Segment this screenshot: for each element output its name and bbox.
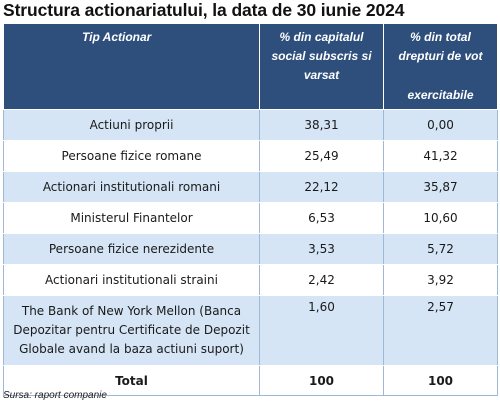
cell-capital: 22,12: [259, 171, 384, 203]
table-row: Persoane fizice nerezidente 3,53 5,72: [3, 233, 498, 265]
shareholder-structure-table: Tip Actionar % din capitalul social subs…: [3, 23, 498, 396]
header-capital-line1: % din capitalul: [279, 30, 364, 44]
cell-tip: The Bank of New York Mellon (Banca Depoz…: [3, 295, 260, 366]
cell-capital: 6,53: [259, 202, 384, 234]
cell-tip: Actiuni proprii: [3, 109, 260, 141]
cell-tip: Persoane fizice nerezidente: [3, 233, 260, 265]
table-row: Ministerul Finantelor 6,53 10,60: [3, 202, 498, 234]
header-vot-line3: exercitabile: [407, 88, 474, 102]
header-vot-line1: % din total: [410, 30, 471, 44]
cell-total-label: Total: [3, 365, 260, 396]
cell-vot: 10,60: [383, 202, 498, 234]
header-vot-line2: drepturi de vot: [398, 49, 483, 63]
cell-vot: 35,87: [383, 171, 498, 203]
header-drepturi-vot: % din total drepturi de vot exercitabile: [383, 23, 498, 110]
source-note: Sursa: raport companie: [3, 390, 107, 401]
cell-total-capital: 100: [259, 365, 384, 396]
table-row: Actiuni proprii 38,31 0,00: [3, 109, 498, 141]
table-row: The Bank of New York Mellon (Banca Depoz…: [3, 295, 498, 366]
cell-vot: 0,00: [383, 109, 498, 141]
cell-capital: 1,60: [259, 295, 384, 366]
cell-capital: 2,42: [259, 264, 384, 296]
cell-tip: Actionari institutionali romani: [3, 171, 260, 203]
cell-vot: 3,92: [383, 264, 498, 296]
cell-total-vot: 100: [383, 365, 498, 396]
cell-capital: 25,49: [259, 140, 384, 172]
table-row: Actionari institutionali straini 2,42 3,…: [3, 264, 498, 296]
cell-tip: Ministerul Finantelor: [3, 202, 260, 234]
table-header-row: Tip Actionar % din capitalul social subs…: [3, 23, 498, 110]
cell-capital: 3,53: [259, 233, 384, 265]
table-row: Actionari institutionali romani 22,12 35…: [3, 171, 498, 203]
header-capital-line2: social subscris si: [271, 49, 372, 63]
header-tip-actionar: Tip Actionar: [3, 23, 260, 110]
cell-vot: 2,57: [383, 295, 498, 366]
cell-capital: 38,31: [259, 109, 384, 141]
table-total-row: Total 100 100: [3, 365, 498, 396]
header-capital-social: % din capitalul social subscris si varsa…: [259, 23, 384, 110]
cell-vot: 41,32: [383, 140, 498, 172]
cell-tip: Actionari institutionali straini: [3, 264, 260, 296]
page-title: Structura actionariatului, la data de 30…: [3, 0, 405, 20]
cell-vot: 5,72: [383, 233, 498, 265]
table-row: Persoane fizice romane 25,49 41,32: [3, 140, 498, 172]
header-capital-line3: varsat: [303, 68, 340, 82]
cell-tip: Persoane fizice romane: [3, 140, 260, 172]
